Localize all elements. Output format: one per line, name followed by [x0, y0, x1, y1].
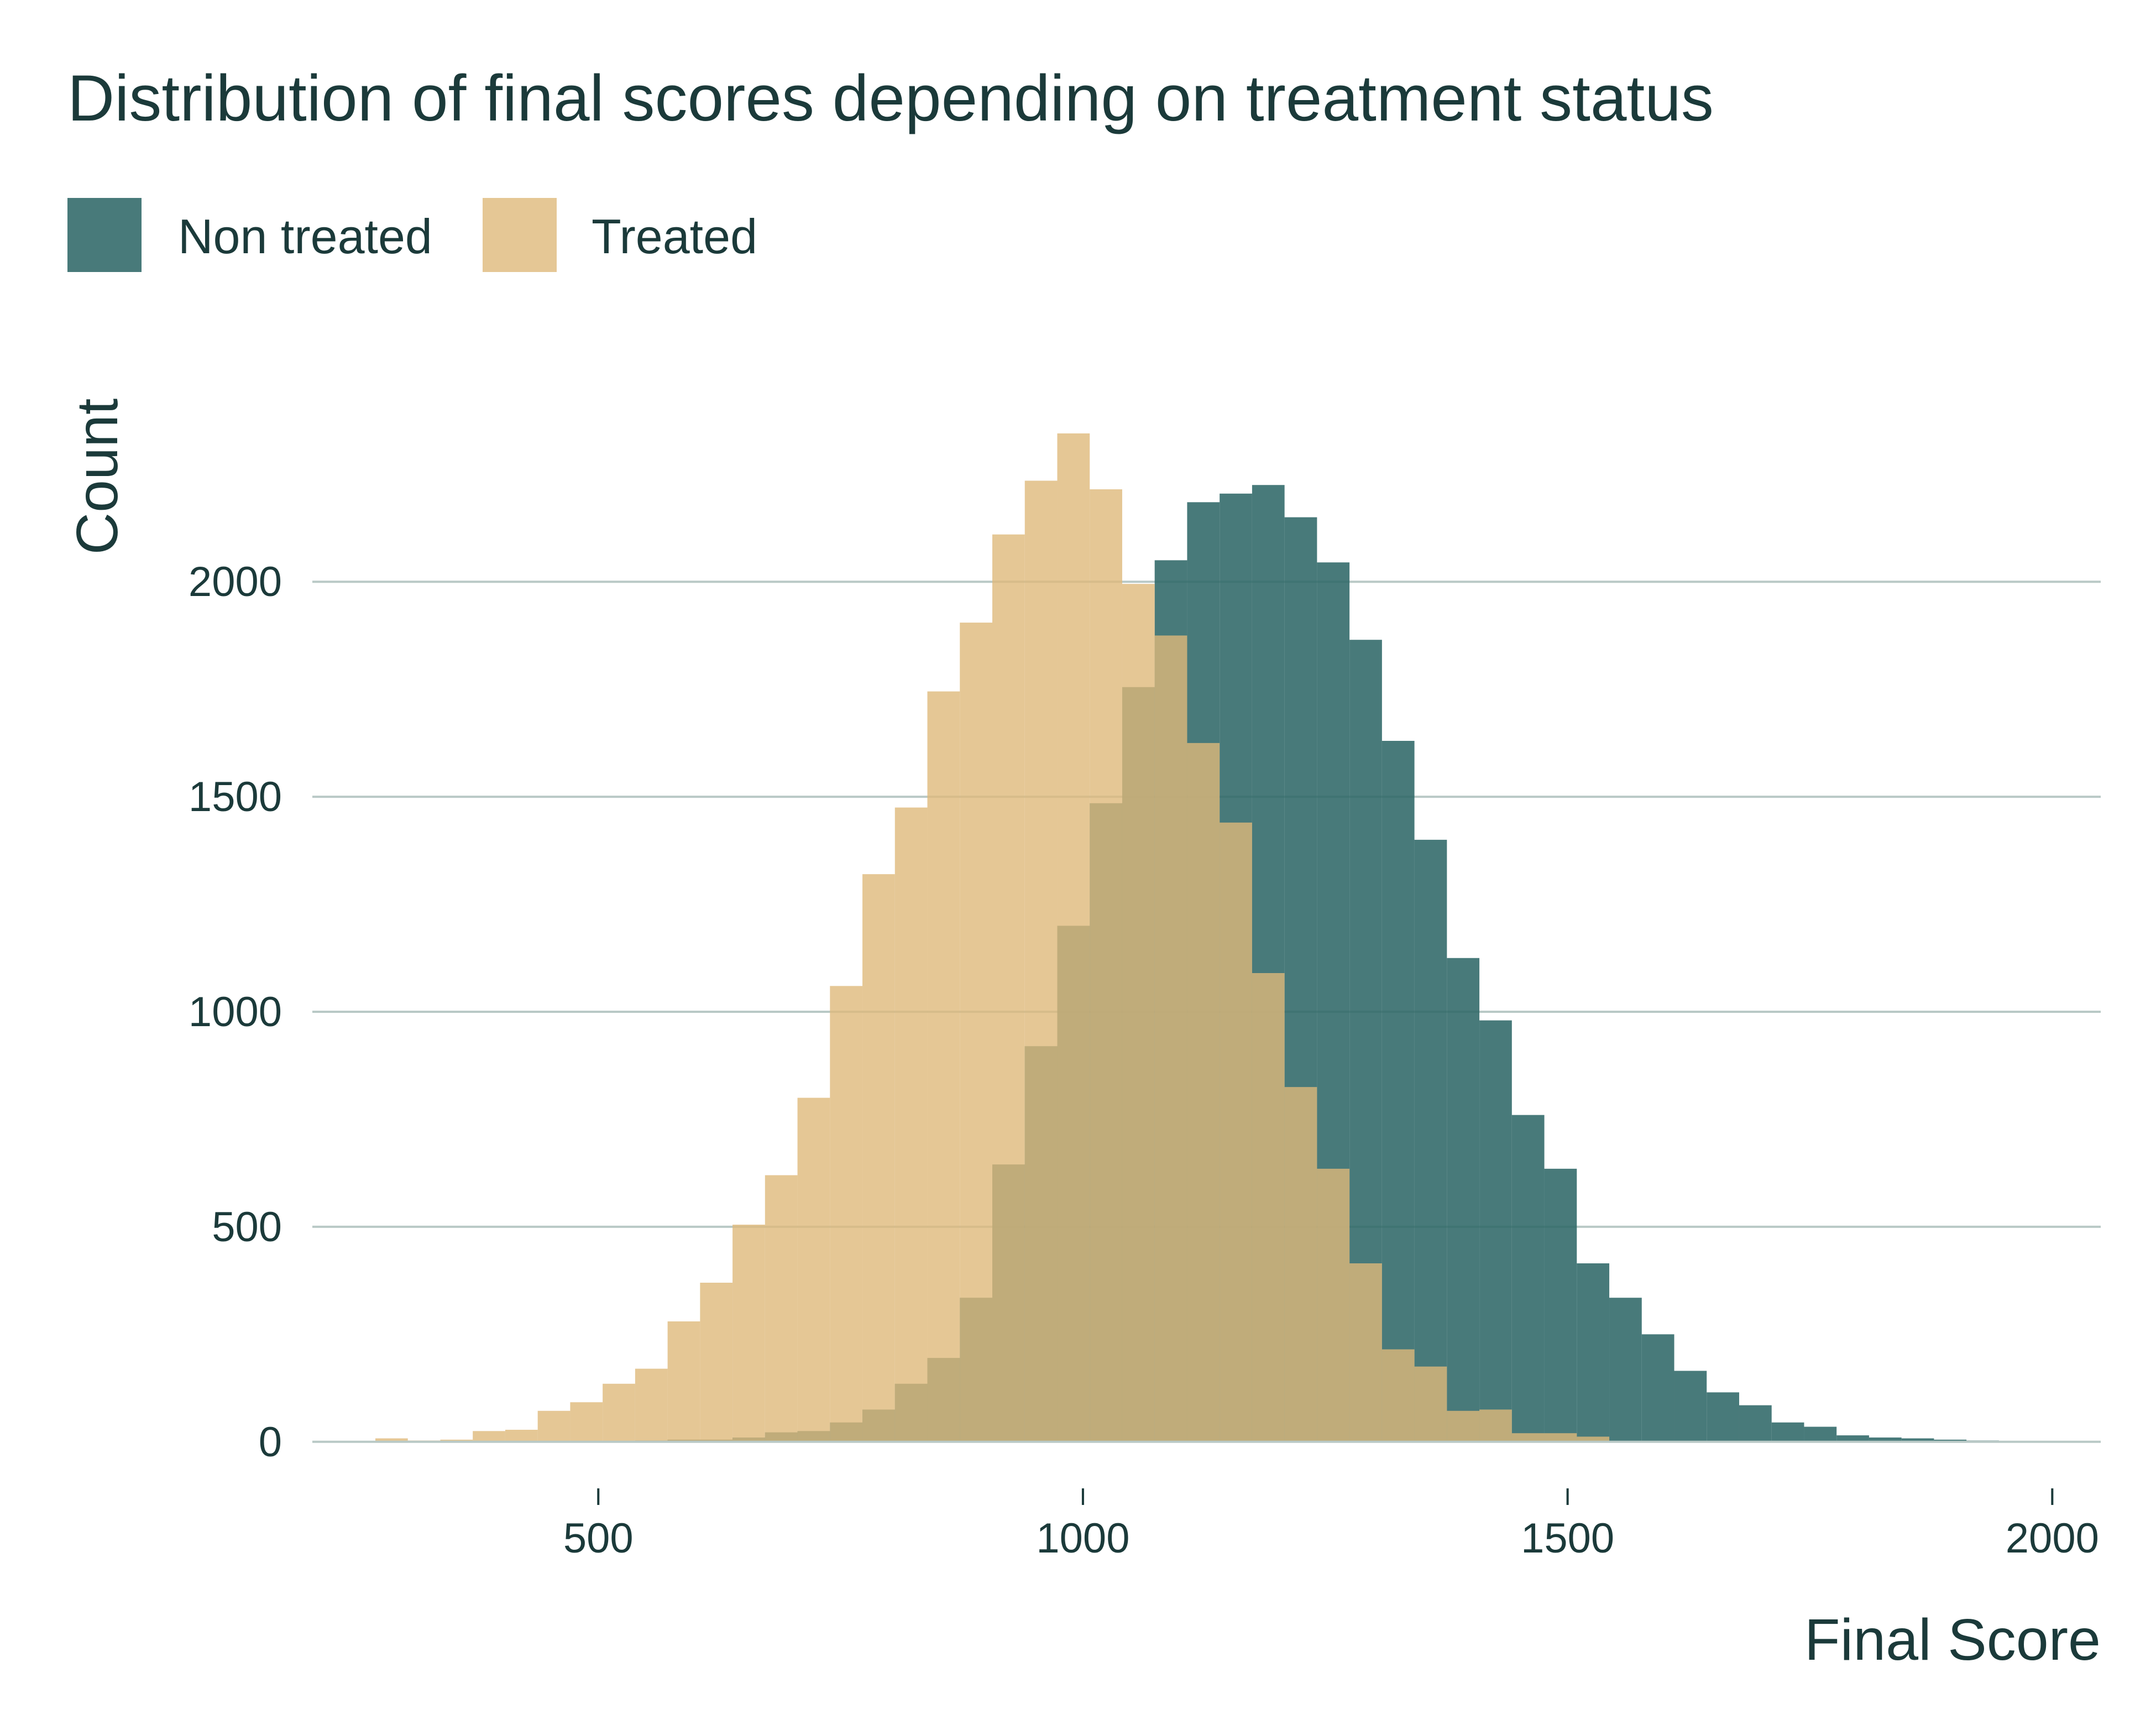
- x-tick-label-1500: 1500: [1521, 1515, 1614, 1562]
- bars-layer: [375, 433, 2064, 1442]
- legend-swatch-non-treated: [67, 198, 142, 272]
- histogram-bar: [570, 1402, 603, 1442]
- y-tick-label-1500: 1500: [189, 773, 282, 820]
- histogram-bar: [1609, 1298, 1642, 1442]
- histogram-bar: [960, 623, 993, 1442]
- y-tick-label-2000: 2000: [189, 558, 282, 605]
- x-tick-label-500: 500: [563, 1515, 634, 1562]
- histogram-bar: [1641, 1334, 1674, 1442]
- histogram-bar: [1349, 1263, 1382, 1442]
- histogram-bar: [1511, 1433, 1545, 1442]
- histogram-bar: [603, 1383, 635, 1442]
- histogram-bar: [1187, 743, 1220, 1442]
- histogram-bar: [1869, 1438, 1902, 1442]
- histogram-bar: [992, 534, 1025, 1442]
- histogram-bar: [1544, 1433, 1577, 1442]
- histogram-bar: [1090, 489, 1122, 1442]
- legend-swatch-treated: [483, 198, 557, 272]
- histogram-bar: [1804, 1426, 1837, 1442]
- histogram-bar: [927, 691, 960, 1442]
- histogram-bar: [1479, 1409, 1512, 1442]
- histogram-bar: [1511, 1115, 1545, 1442]
- histogram-bar: [1154, 635, 1187, 1442]
- chart-title: Distribution of final scores depending o…: [67, 62, 1714, 135]
- histogram-bar: [1414, 1366, 1447, 1442]
- legend: Non treated Treated: [67, 198, 757, 272]
- histogram-bar: [1674, 1371, 1707, 1442]
- histogram-bar: [1381, 1349, 1415, 1442]
- histogram-bar: [1447, 958, 1480, 1442]
- y-tick-label-0: 0: [259, 1419, 282, 1466]
- histogram-bar: [1771, 1422, 1804, 1442]
- histogram-bar: [732, 1225, 765, 1442]
- histogram-bar: [894, 807, 928, 1442]
- histogram-bar: [1414, 839, 1447, 1442]
- histogram-bar: [473, 1431, 505, 1442]
- histogram-bar: [375, 1438, 408, 1442]
- legend-label-treated: Treated: [592, 209, 757, 264]
- histogram-bar: [1836, 1435, 1869, 1442]
- x-tick-label-1000: 1000: [1036, 1515, 1129, 1562]
- histogram-bar: [862, 874, 895, 1442]
- x-axis: 500 1000 1500 2000: [563, 1488, 2099, 1562]
- histogram-bar: [635, 1368, 668, 1442]
- y-tick-label-500: 500: [212, 1204, 282, 1251]
- histogram-bar: [505, 1430, 538, 1442]
- histogram-bar: [1544, 1168, 1577, 1442]
- y-axis: 0 500 1000 1500 2000: [189, 558, 282, 1466]
- histogram-bar: [1317, 1168, 1350, 1442]
- histogram-bar: [1381, 741, 1415, 1442]
- histogram-bar: [1577, 1263, 1610, 1442]
- y-tick-label-1000: 1000: [189, 989, 282, 1036]
- histogram-bar: [1024, 480, 1058, 1442]
- histogram-bar: [1447, 1410, 1480, 1442]
- histogram-bar: [667, 1321, 700, 1442]
- histogram-bar: [1901, 1438, 1934, 1442]
- histogram-bar: [1220, 822, 1252, 1442]
- histogram-bar: [797, 1097, 830, 1442]
- histogram-bar: [1577, 1436, 1610, 1442]
- legend-label-non-treated: Non treated: [178, 209, 432, 264]
- histogram-bar: [1739, 1405, 1772, 1442]
- histogram-bar: [700, 1283, 733, 1442]
- histogram-bar: [1122, 584, 1155, 1442]
- y-axis-title: Count: [65, 399, 130, 555]
- histogram-bar: [1057, 433, 1090, 1442]
- x-axis-title: Final Score: [1804, 1607, 2101, 1672]
- histogram-bar: [1707, 1392, 1739, 1442]
- histogram-bar: [1284, 1087, 1317, 1442]
- x-tick-label-2000: 2000: [2006, 1515, 2099, 1562]
- histogram-bar: [830, 986, 863, 1442]
- histogram-bar: [765, 1175, 798, 1442]
- histogram-bar: [1252, 973, 1285, 1442]
- series-treated: [375, 433, 1610, 1442]
- histogram-bar: [1479, 1020, 1512, 1442]
- histogram-bar: [537, 1410, 571, 1442]
